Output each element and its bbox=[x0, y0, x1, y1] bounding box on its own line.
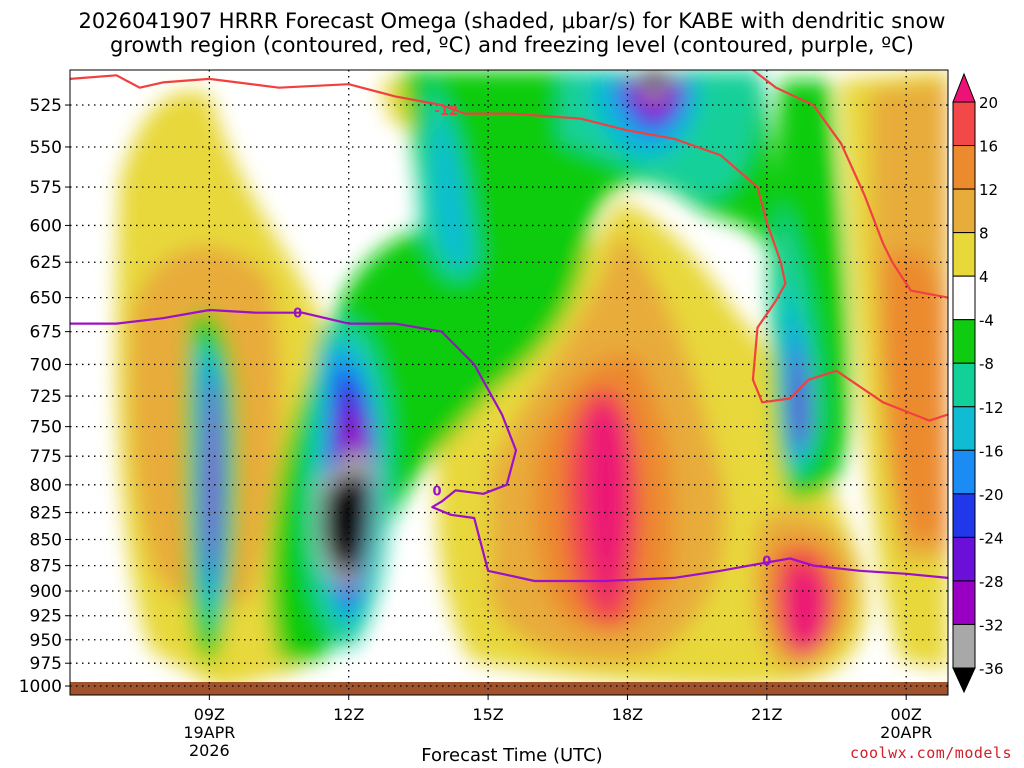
colorbar-label-1: 16 bbox=[979, 138, 998, 156]
x-tick-label-18-0: 18Z bbox=[612, 705, 643, 724]
colorbar-swatch-7 bbox=[952, 406, 976, 451]
contour-line-0 bbox=[70, 74, 948, 422]
colorbar-label-6: -8 bbox=[979, 355, 994, 373]
colorbar-label-4: 4 bbox=[979, 268, 989, 286]
y-tick-label-600: 600 bbox=[30, 216, 62, 236]
colorbar-swatch-3 bbox=[952, 232, 976, 277]
colorbar-swatch-9 bbox=[952, 493, 976, 538]
y-tick-label-950: 950 bbox=[30, 631, 62, 651]
chart-title-line-2: growth region (contoured, red, ºC) and f… bbox=[110, 33, 914, 57]
y-tick-label-900: 900 bbox=[30, 582, 62, 602]
colorbar-swatch-12 bbox=[952, 623, 976, 669]
omega-colorbar: 20 16 12 8 4 -4 -8 -12 -16 -20 -24 -28 -32 -36 bbox=[952, 72, 1004, 694]
pressure-axis: 525 550 575 600 625 650 675 700 725 750 775 800 825 8… bbox=[19, 96, 70, 697]
dotted-grid bbox=[70, 70, 948, 695]
y-tick-label-825: 825 bbox=[30, 504, 62, 524]
colorbar-label-13: -36 bbox=[979, 660, 1004, 678]
omega-shading bbox=[116, 70, 948, 691]
colorbar-label-8: -16 bbox=[979, 442, 1004, 460]
y-tick-label-550: 550 bbox=[30, 138, 62, 158]
x-axis-label: Forecast Time (UTC) bbox=[421, 745, 603, 766]
contour-labels: -12 0 0 0 bbox=[293, 104, 771, 569]
colorbar-label-2: 12 bbox=[979, 181, 998, 199]
contour-line-1 bbox=[752, 70, 948, 299]
colorbar-label-0: 20 bbox=[979, 94, 998, 112]
colorbar-label-10: -24 bbox=[979, 529, 1004, 547]
ground-surface-strip bbox=[70, 682, 948, 695]
colorbar-top-arrow bbox=[952, 72, 976, 103]
colorbar-swatch-2 bbox=[952, 188, 976, 234]
chart-title-line-1: 2026041907 HRRR Forecast Omega (shaded, … bbox=[78, 9, 946, 33]
colorbar-bottom-arrow bbox=[952, 667, 976, 694]
y-tick-label-1000: 1000 bbox=[19, 677, 62, 697]
colorbar-swatch-11 bbox=[952, 580, 976, 625]
y-tick-label-800: 800 bbox=[30, 476, 62, 496]
y-tick-label-675: 675 bbox=[30, 323, 62, 343]
y-tick-label-625: 625 bbox=[30, 253, 62, 273]
colorbar-swatch-1 bbox=[952, 145, 976, 190]
colorbar-label-7: -12 bbox=[979, 399, 1004, 417]
colorbar-label-3: 8 bbox=[979, 225, 989, 243]
y-tick-label-725: 725 bbox=[30, 387, 62, 407]
y-tick-label-700: 700 bbox=[30, 355, 62, 375]
contour-lines bbox=[70, 70, 948, 583]
colorbar-swatch-4 bbox=[952, 275, 976, 321]
x-tick-label-24-0: 00Z bbox=[891, 705, 922, 724]
y-tick-label-975: 975 bbox=[30, 654, 62, 674]
y-tick-label-875: 875 bbox=[30, 557, 62, 577]
colorbar-swatch-5 bbox=[952, 319, 976, 364]
y-tick-label-575: 575 bbox=[30, 178, 62, 198]
colorbar-swatch-0 bbox=[952, 101, 976, 147]
colorbar-swatch-6 bbox=[952, 362, 976, 408]
credit-text: coolwx.com/models bbox=[849, 744, 1012, 762]
x-tick-label-9-0: 09Z bbox=[194, 705, 225, 724]
y-tick-label-525: 525 bbox=[30, 96, 62, 116]
x-tick-label-24-1: 20APR bbox=[880, 723, 932, 742]
x-tick-label-12-0: 12Z bbox=[333, 705, 364, 724]
y-tick-label-750: 750 bbox=[30, 418, 62, 438]
colorbar-label-9: -20 bbox=[979, 486, 1004, 504]
y-tick-label-925: 925 bbox=[30, 607, 62, 627]
colorbar-label-11: -28 bbox=[979, 573, 1004, 591]
contour-label-0: -12 bbox=[435, 104, 459, 119]
contour-line-2 bbox=[70, 308, 948, 583]
x-tick-label-9-2: 2026 bbox=[189, 741, 230, 760]
x-tick-label-9-1: 19APR bbox=[183, 723, 235, 742]
contour-label-1: 0 bbox=[293, 307, 302, 322]
colorbar-swatch-10 bbox=[952, 536, 976, 582]
contour-label-3: 0 bbox=[762, 554, 771, 569]
colorbar-swatch-8 bbox=[952, 449, 976, 495]
colorbar-label-12: -32 bbox=[979, 616, 1004, 634]
x-tick-label-15-0: 15Z bbox=[472, 705, 503, 724]
x-tick-label-21-0: 21Z bbox=[751, 705, 782, 724]
y-tick-label-775: 775 bbox=[30, 447, 62, 467]
plot-frame bbox=[69, 69, 949, 696]
y-tick-label-850: 850 bbox=[30, 530, 62, 550]
contour-label-2: 0 bbox=[432, 484, 441, 499]
y-tick-label-650: 650 bbox=[30, 289, 62, 309]
colorbar-label-5: -4 bbox=[979, 312, 994, 330]
